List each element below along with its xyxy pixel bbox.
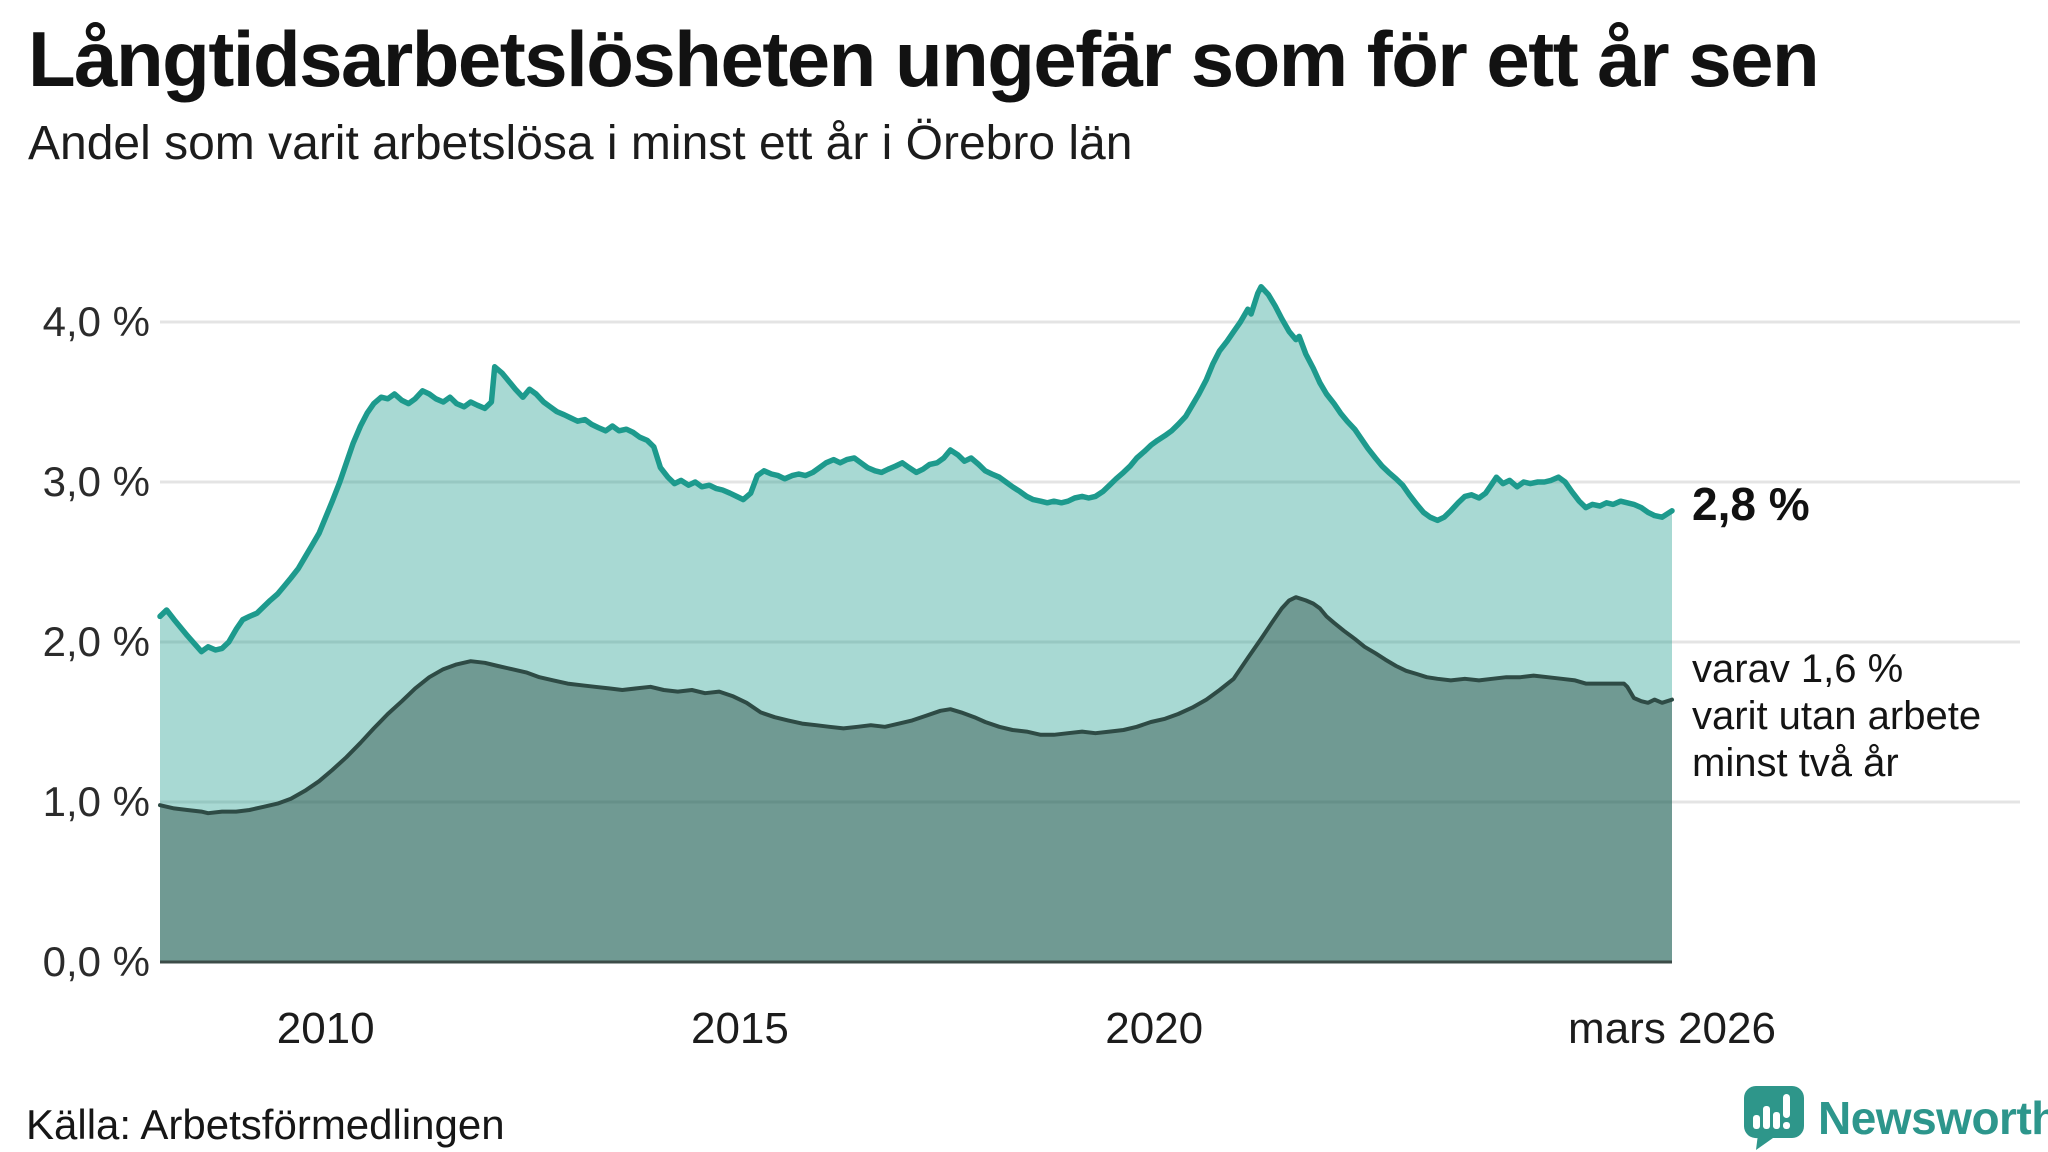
- y-axis-tick-1: 1,0 %: [42, 778, 150, 825]
- chart-subtitle: Andel som varit arbetslösa i minst ett å…: [28, 117, 1133, 170]
- annotation-line-1: varav 1,6 %: [1692, 647, 1904, 691]
- x-axis-tick-mars-2026: mars 2026: [1568, 1004, 1776, 1053]
- series-end-value-label: 2,8 %: [1692, 478, 1810, 530]
- newsworthy-logo-icon: [1743, 1086, 1804, 1150]
- x-axis-tick-2020: 2020: [1105, 1004, 1204, 1053]
- newsworthy-logo-text: Newsworthy: [1818, 1092, 2048, 1144]
- y-axis-tick-4: 4,0 %: [42, 298, 150, 345]
- source-attribution: Källa: Arbetsförmedlingen: [26, 1101, 505, 1148]
- series2-end-annotation: varav 1,6 % varit utan arbete minst två …: [1692, 646, 1981, 787]
- y-axis-tick-0: 0,0 %: [42, 938, 150, 985]
- annotation-line-3: minst två år: [1692, 741, 1899, 785]
- y-axis-tick-3: 3,0 %: [42, 458, 150, 505]
- x-axis-tick-2010: 2010: [276, 1004, 375, 1053]
- x-axis-tick-2015: 2015: [690, 1004, 789, 1053]
- page-title: Långtidsarbetslösheten ungefär som för e…: [28, 15, 1820, 103]
- annotation-line-2: varit utan arbete: [1692, 694, 1982, 738]
- y-axis-tick-2: 2,0 %: [42, 618, 150, 665]
- newsworthy-logo: Newsworthy: [1742, 1084, 2048, 1152]
